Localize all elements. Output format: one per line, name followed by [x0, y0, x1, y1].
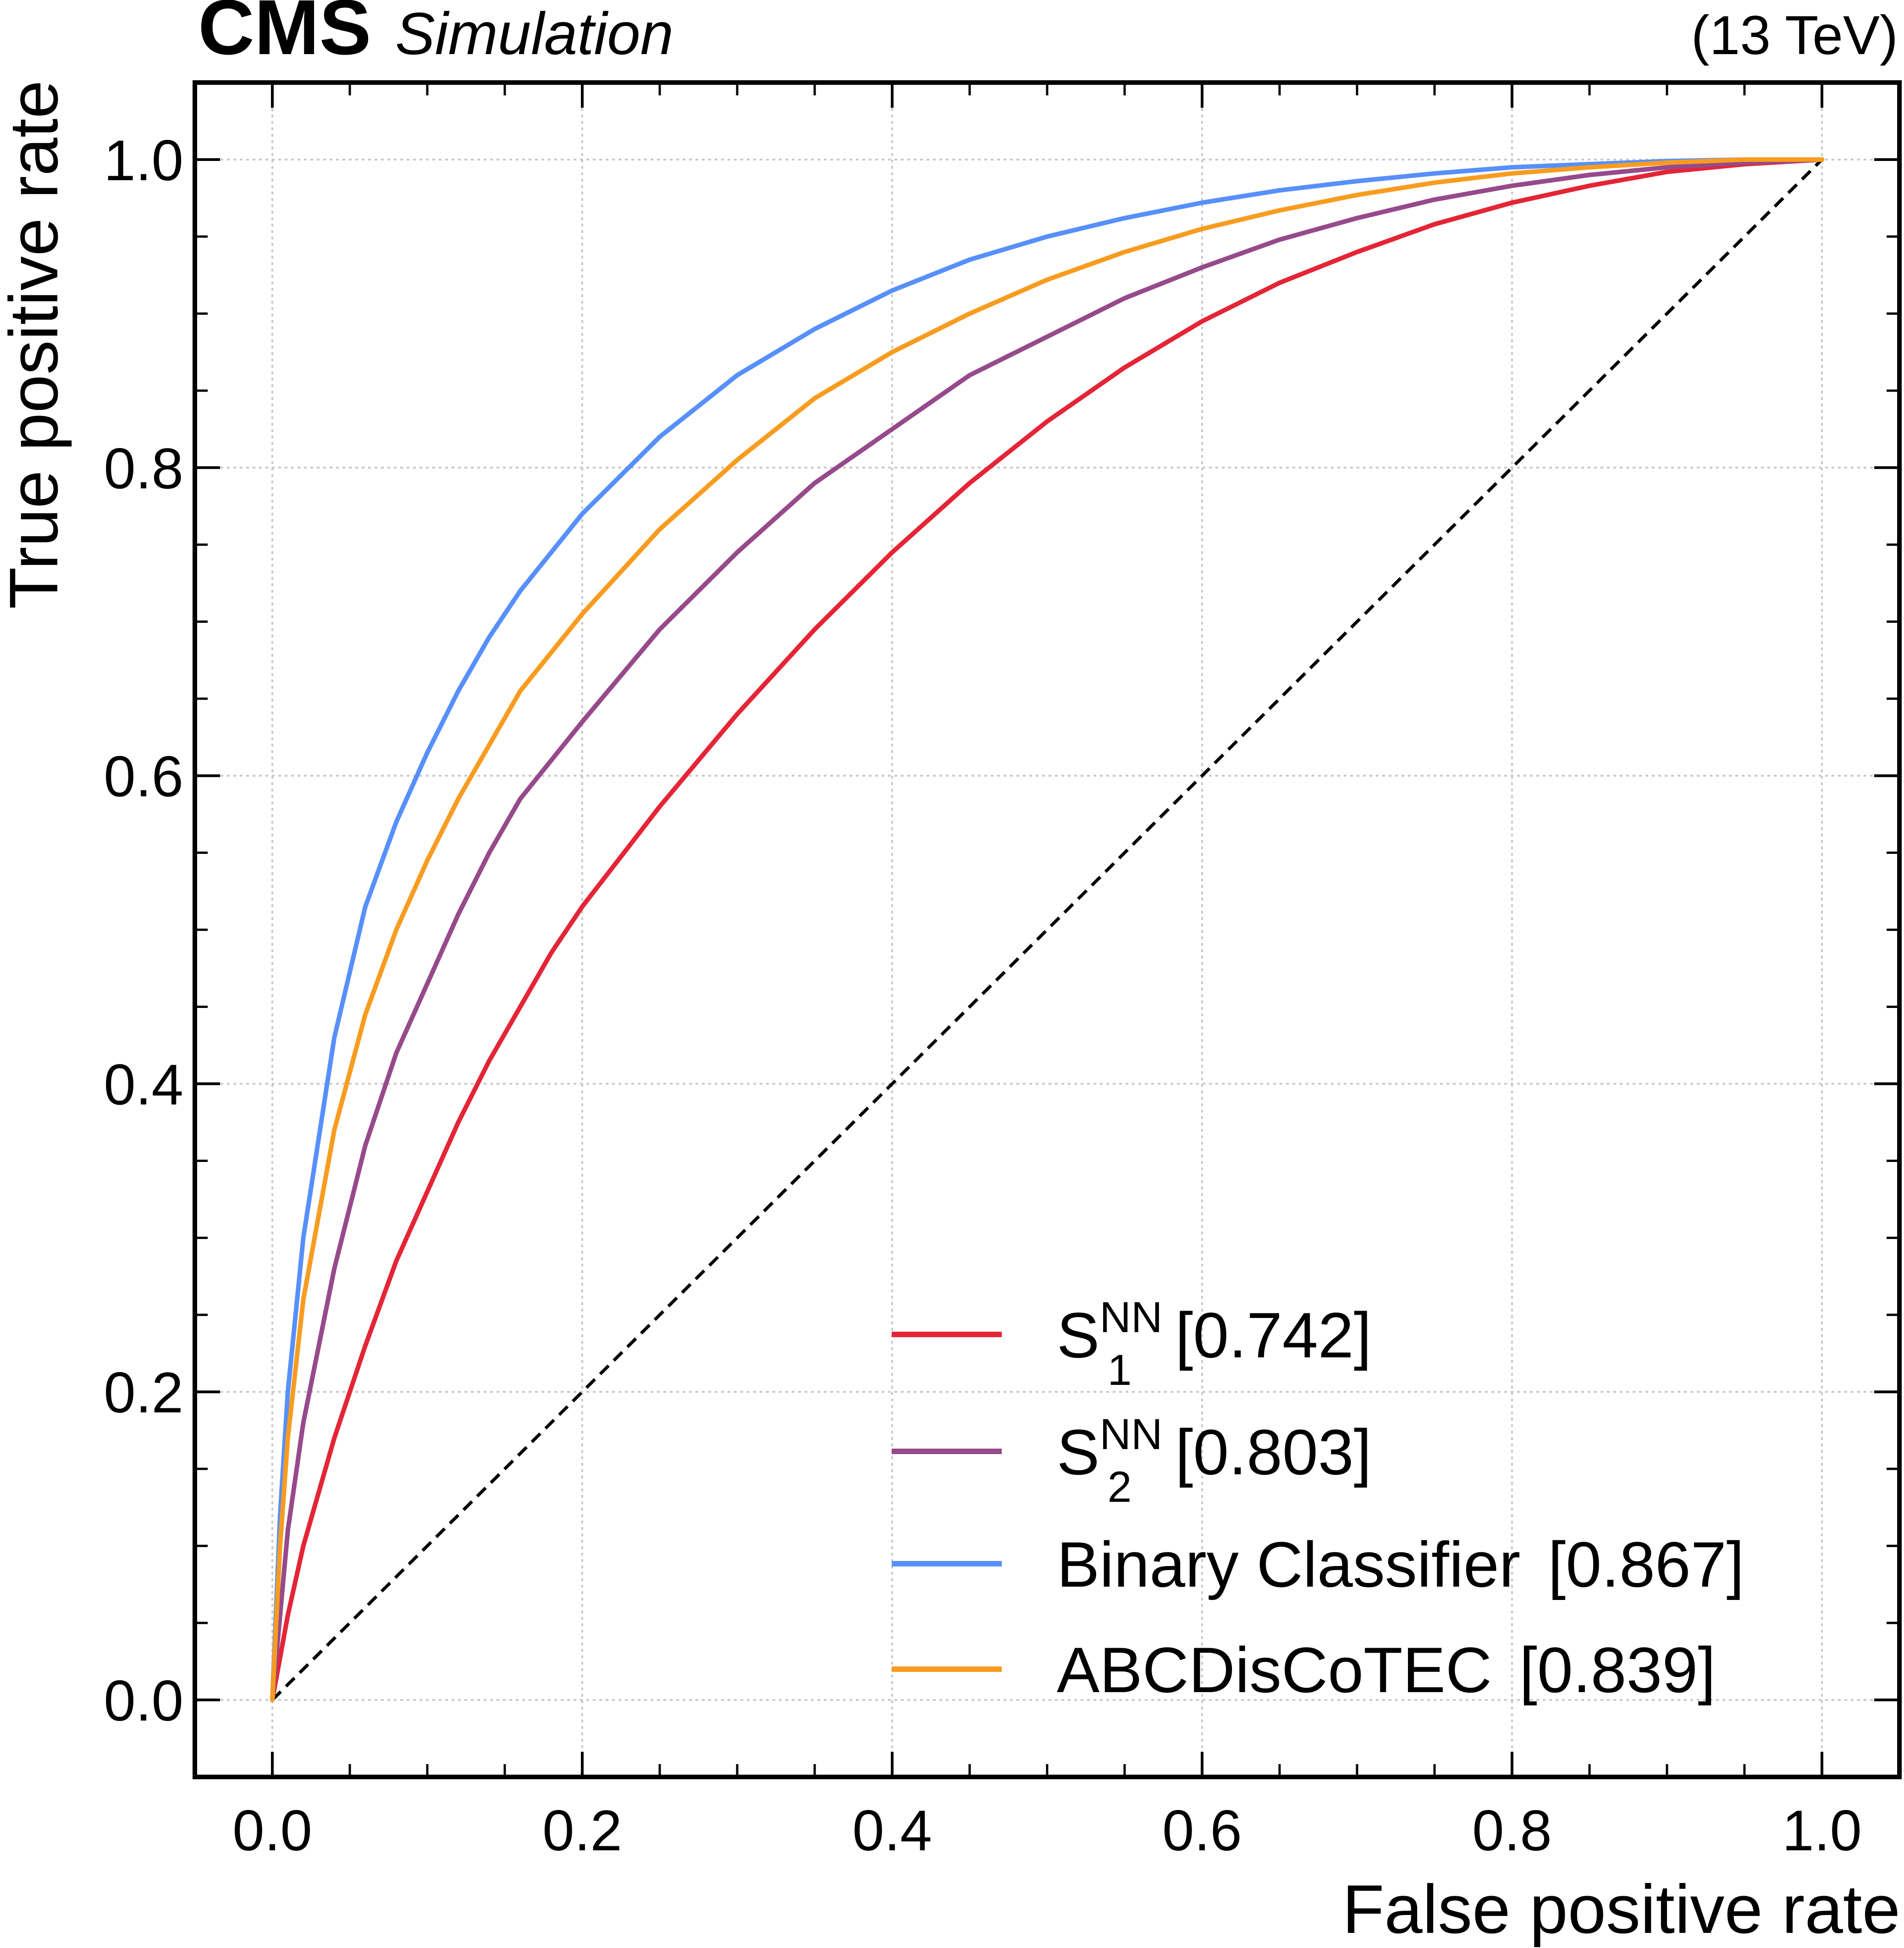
legend-entry-2: SNN 2 [0.803]	[1057, 1410, 1372, 1511]
roc-curve-2	[270, 157, 1824, 1702]
y-tick-label: 0.2	[104, 1361, 183, 1425]
cms-label: CMS	[198, 0, 371, 71]
legend-entry-4: ABCDisCoTEC [0.839]	[1057, 1634, 1716, 1706]
roc-curve-3	[270, 157, 1824, 1702]
tick-labels: 0.0 0.2 0.4 0.6 0.8 1.0 0.0 0.2 0.4 0.6 0.8 1.0	[104, 129, 1862, 1863]
simulation-label: Simulation	[395, 0, 673, 67]
x-tick-label: 0.0	[232, 1799, 312, 1863]
x-tick-label: 1.0	[1782, 1799, 1862, 1863]
legend-entry-1: SNN 1 [0.742]	[1057, 1293, 1372, 1395]
y-tick-label: 1.0	[104, 129, 183, 193]
legend-entry-3: Binary Classifier [0.867]	[1057, 1528, 1744, 1600]
x-axis-label: False positive rate	[1342, 1871, 1900, 1948]
roc-curve-1	[270, 157, 1824, 1702]
plot-frame	[193, 80, 1902, 1779]
legend: SNN 1 [0.742] SNN 2 [0.803] Binary Classifier[…	[892, 1293, 1744, 1706]
x-tick-label: 0.8	[1472, 1799, 1552, 1863]
x-tick-label: 0.4	[852, 1799, 932, 1863]
roc-curve-4	[270, 157, 1824, 1702]
y-tick-label: 0.8	[104, 437, 183, 501]
x-tick-label: 0.2	[542, 1799, 622, 1863]
x-tick-label: 0.6	[1162, 1799, 1242, 1863]
reference-diagonal-line	[271, 158, 1823, 1701]
y-tick-label: 0.6	[104, 745, 183, 809]
y-tick-label: 0.0	[104, 1669, 183, 1733]
roc-curves	[270, 157, 1824, 1702]
grid	[195, 83, 1899, 1777]
y-axis-label: True positive rate	[0, 80, 72, 609]
y-tick-label: 0.4	[104, 1053, 183, 1117]
energy-label: (13 TeV)	[1691, 5, 1898, 66]
